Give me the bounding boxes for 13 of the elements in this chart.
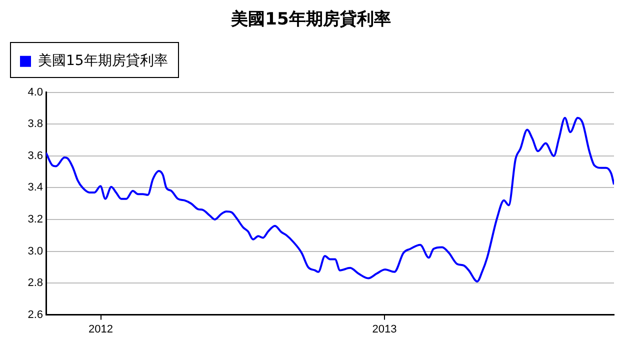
x-tick-label: 2013 — [372, 323, 397, 336]
y-tick-label: 3.6 — [28, 150, 43, 162]
y-tick-label: 2.6 — [28, 308, 43, 321]
y-tick-label: 3.4 — [28, 182, 43, 194]
y-tick-label: 3.2 — [28, 214, 43, 226]
legend-label: 美國15年期房貸利率 — [38, 53, 168, 70]
y-tick-label: 2.8 — [28, 277, 43, 290]
y-tick-label: 4.0 — [28, 86, 43, 98]
y-tick-label: 3.8 — [28, 118, 43, 130]
chart-title: 美國15年期房貸利率 — [230, 10, 391, 30]
x-tick-label: 2012 — [88, 323, 113, 336]
line-series — [46, 116, 614, 282]
y-tick-label: 3.0 — [28, 245, 43, 258]
